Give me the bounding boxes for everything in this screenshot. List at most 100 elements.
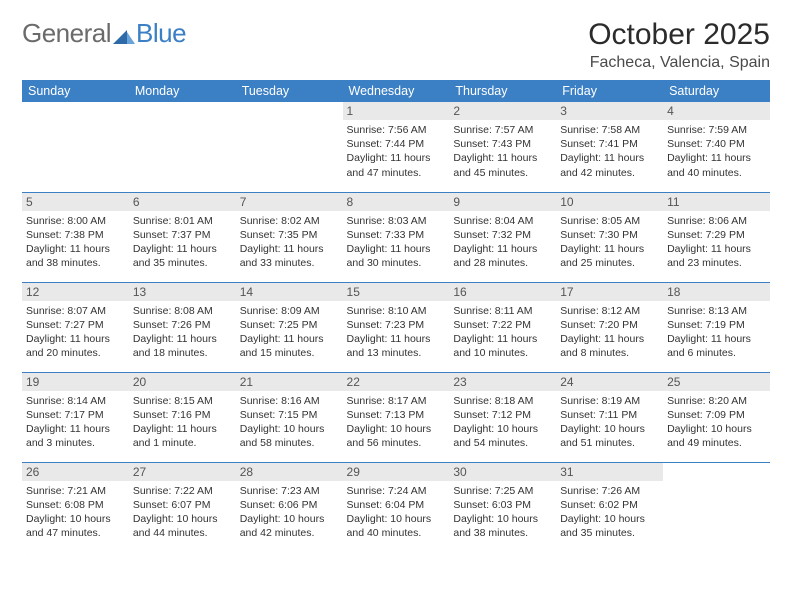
sunset-text: Sunset: 7:38 PM (26, 228, 125, 242)
day-header-row: Sunday Monday Tuesday Wednesday Thursday… (22, 80, 770, 102)
day-cell: 17Sunrise: 8:12 AMSunset: 7:20 PMDayligh… (556, 282, 663, 372)
sunset-text: Sunset: 7:19 PM (667, 318, 766, 332)
daylight-text: Daylight: 10 hours and 56 minutes. (347, 422, 446, 450)
day-cell (129, 102, 236, 192)
day-number: 7 (236, 193, 343, 211)
day-cell: 25Sunrise: 8:20 AMSunset: 7:09 PMDayligh… (663, 372, 770, 462)
sunset-text: Sunset: 7:22 PM (453, 318, 552, 332)
day-number: 13 (129, 283, 236, 301)
day-cell: 26Sunrise: 7:21 AMSunset: 6:08 PMDayligh… (22, 462, 129, 552)
dayhead-thursday: Thursday (449, 80, 556, 102)
daylight-text: Daylight: 10 hours and 44 minutes. (133, 512, 232, 540)
sunset-text: Sunset: 7:26 PM (133, 318, 232, 332)
day-number: 6 (129, 193, 236, 211)
daylight-text: Daylight: 11 hours and 38 minutes. (26, 242, 125, 270)
day-details: Sunrise: 7:59 AMSunset: 7:40 PMDaylight:… (667, 123, 766, 180)
day-details: Sunrise: 8:15 AMSunset: 7:16 PMDaylight:… (133, 394, 232, 451)
day-details: Sunrise: 7:25 AMSunset: 6:03 PMDaylight:… (453, 484, 552, 541)
sunset-text: Sunset: 7:40 PM (667, 137, 766, 151)
day-details: Sunrise: 8:17 AMSunset: 7:13 PMDaylight:… (347, 394, 446, 451)
sunset-text: Sunset: 7:09 PM (667, 408, 766, 422)
sunset-text: Sunset: 7:11 PM (560, 408, 659, 422)
sunrise-text: Sunrise: 7:21 AM (26, 484, 125, 498)
day-cell: 3Sunrise: 7:58 AMSunset: 7:41 PMDaylight… (556, 102, 663, 192)
sunrise-text: Sunrise: 8:17 AM (347, 394, 446, 408)
dayhead-friday: Friday (556, 80, 663, 102)
day-cell: 5Sunrise: 8:00 AMSunset: 7:38 PMDaylight… (22, 192, 129, 282)
sunrise-text: Sunrise: 8:16 AM (240, 394, 339, 408)
daylight-text: Daylight: 11 hours and 10 minutes. (453, 332, 552, 360)
day-details: Sunrise: 8:10 AMSunset: 7:23 PMDaylight:… (347, 304, 446, 361)
sunrise-text: Sunrise: 8:12 AM (560, 304, 659, 318)
daylight-text: Daylight: 11 hours and 35 minutes. (133, 242, 232, 270)
sunrise-text: Sunrise: 8:08 AM (133, 304, 232, 318)
calendar-page: General Blue October 2025 Facheca, Valen… (0, 0, 792, 570)
sunrise-text: Sunrise: 8:03 AM (347, 214, 446, 228)
daylight-text: Daylight: 11 hours and 18 minutes. (133, 332, 232, 360)
day-details: Sunrise: 8:18 AMSunset: 7:12 PMDaylight:… (453, 394, 552, 451)
day-cell (663, 462, 770, 552)
daylight-text: Daylight: 11 hours and 45 minutes. (453, 151, 552, 179)
day-number: 2 (449, 102, 556, 120)
sunset-text: Sunset: 7:27 PM (26, 318, 125, 332)
day-number: 8 (343, 193, 450, 211)
day-cell: 21Sunrise: 8:16 AMSunset: 7:15 PMDayligh… (236, 372, 343, 462)
day-number: 9 (449, 193, 556, 211)
day-details: Sunrise: 7:24 AMSunset: 6:04 PMDaylight:… (347, 484, 446, 541)
sunrise-text: Sunrise: 8:07 AM (26, 304, 125, 318)
day-number: 15 (343, 283, 450, 301)
day-details: Sunrise: 8:07 AMSunset: 7:27 PMDaylight:… (26, 304, 125, 361)
daylight-text: Daylight: 11 hours and 6 minutes. (667, 332, 766, 360)
sunset-text: Sunset: 7:29 PM (667, 228, 766, 242)
sunset-text: Sunset: 7:20 PM (560, 318, 659, 332)
day-details: Sunrise: 8:01 AMSunset: 7:37 PMDaylight:… (133, 214, 232, 271)
dayhead-monday: Monday (129, 80, 236, 102)
sunrise-text: Sunrise: 8:09 AM (240, 304, 339, 318)
day-details: Sunrise: 7:22 AMSunset: 6:07 PMDaylight:… (133, 484, 232, 541)
daylight-text: Daylight: 11 hours and 33 minutes. (240, 242, 339, 270)
sunset-text: Sunset: 6:02 PM (560, 498, 659, 512)
dayhead-saturday: Saturday (663, 80, 770, 102)
week-row: 5Sunrise: 8:00 AMSunset: 7:38 PMDaylight… (22, 192, 770, 282)
sunset-text: Sunset: 7:43 PM (453, 137, 552, 151)
sunrise-text: Sunrise: 7:22 AM (133, 484, 232, 498)
week-row: 12Sunrise: 8:07 AMSunset: 7:27 PMDayligh… (22, 282, 770, 372)
daylight-text: Daylight: 10 hours and 58 minutes. (240, 422, 339, 450)
day-cell: 23Sunrise: 8:18 AMSunset: 7:12 PMDayligh… (449, 372, 556, 462)
sunset-text: Sunset: 7:13 PM (347, 408, 446, 422)
day-cell: 15 Sunrise: 8:10 AMSunset: 7:23 PMDayligh… (343, 282, 450, 372)
day-details: Sunrise: 7:57 AMSunset: 7:43 PMDaylight:… (453, 123, 552, 180)
sunrise-text: Sunrise: 7:26 AM (560, 484, 659, 498)
day-cell: 24Sunrise: 8:19 AMSunset: 7:11 PMDayligh… (556, 372, 663, 462)
sunset-text: Sunset: 7:12 PM (453, 408, 552, 422)
day-cell: 8 Sunrise: 8:03 AMSunset: 7:33 PMDaylight… (343, 192, 450, 282)
sunset-text: Sunset: 7:33 PM (347, 228, 446, 242)
day-details: Sunrise: 8:14 AMSunset: 7:17 PMDaylight:… (26, 394, 125, 451)
sunrise-text: Sunrise: 8:04 AM (453, 214, 552, 228)
daylight-text: Daylight: 11 hours and 47 minutes. (347, 151, 446, 179)
daylight-text: Daylight: 10 hours and 47 minutes. (26, 512, 125, 540)
day-number: 11 (663, 193, 770, 211)
sunrise-text: Sunrise: 7:24 AM (347, 484, 446, 498)
daylight-text: Daylight: 11 hours and 8 minutes. (560, 332, 659, 360)
sunrise-text: Sunrise: 8:14 AM (26, 394, 125, 408)
sunset-text: Sunset: 7:32 PM (453, 228, 552, 242)
daylight-text: Daylight: 11 hours and 1 minute. (133, 422, 232, 450)
sunset-text: Sunset: 6:08 PM (26, 498, 125, 512)
dayhead-tuesday: Tuesday (236, 80, 343, 102)
day-cell: 2 Sunrise: 7:57 AMSunset: 7:43 PMDaylight… (449, 102, 556, 192)
day-cell: 31Sunrise: 7:26 AMSunset: 6:02 PMDayligh… (556, 462, 663, 552)
day-details: Sunrise: 8:19 AMSunset: 7:11 PMDaylight:… (560, 394, 659, 451)
daylight-text: Daylight: 10 hours and 35 minutes. (560, 512, 659, 540)
sunrise-text: Sunrise: 7:25 AM (453, 484, 552, 498)
daylight-text: Daylight: 10 hours and 54 minutes. (453, 422, 552, 450)
day-cell: 6 Sunrise: 8:01 AMSunset: 7:37 PMDaylight… (129, 192, 236, 282)
day-cell: 7Sunrise: 8:02 AMSunset: 7:35 PMDaylight… (236, 192, 343, 282)
calendar-body: 1Sunrise: 7:56 AMSunset: 7:44 PMDaylight… (22, 102, 770, 552)
sunset-text: Sunset: 6:06 PM (240, 498, 339, 512)
day-details: Sunrise: 8:00 AMSunset: 7:38 PMDaylight:… (26, 214, 125, 271)
sunset-text: Sunset: 7:23 PM (347, 318, 446, 332)
day-details: Sunrise: 8:03 AMSunset: 7:33 PMDaylight:… (347, 214, 446, 271)
sunset-text: Sunset: 7:25 PM (240, 318, 339, 332)
day-number: 1 (343, 102, 450, 120)
